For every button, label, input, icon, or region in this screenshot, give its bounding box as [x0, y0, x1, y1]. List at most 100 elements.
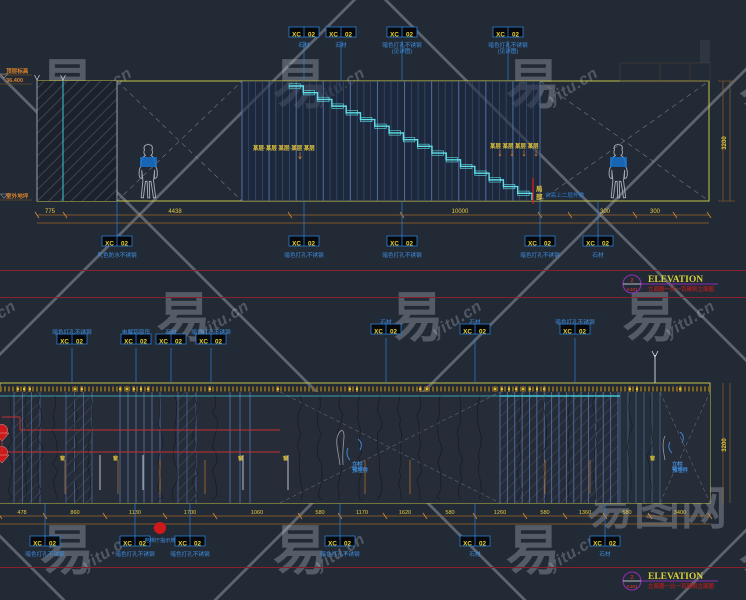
svg-text:02: 02 [344, 541, 352, 548]
svg-text:局: 局 [536, 184, 543, 193]
svg-text:(见详图): (见详图) [498, 47, 519, 55]
svg-text:(见详图): (见详图) [392, 47, 413, 55]
svg-text:窗: 窗 [60, 455, 65, 462]
svg-text:300: 300 [650, 209, 661, 215]
svg-text:580: 580 [445, 510, 454, 516]
svg-text:3200: 3200 [722, 438, 728, 452]
svg-text:XC: XC [586, 241, 595, 248]
svg-text:窗: 窗 [650, 455, 655, 462]
svg-text:775: 775 [45, 209, 56, 215]
svg-text:台高上二层外檐: 台高上二层外檐 [545, 191, 585, 199]
svg-text:580: 580 [315, 510, 324, 516]
svg-text:XC: XC [123, 541, 132, 548]
svg-text:XC: XC [328, 541, 337, 548]
svg-text:860: 860 [70, 510, 79, 516]
svg-text:02: 02 [406, 241, 414, 248]
svg-text:暗色打孔不锈钢: 暗色打孔不锈钢 [284, 251, 324, 259]
svg-text:立柱: 立柱 [352, 460, 363, 468]
svg-text:立面图一比一百建筑立面图: 立面图一比一百建筑立面图 [648, 285, 715, 293]
svg-text:02: 02 [406, 32, 414, 39]
svg-text:XC: XC [496, 32, 505, 39]
svg-text:478: 478 [17, 510, 26, 516]
svg-text:顶层标高: 顶层标高 [6, 67, 29, 75]
svg-text:立面图一比一百建筑立面图: 立面图一比一百建筑立面图 [648, 582, 715, 590]
svg-text:暗色打孔不锈钢: 暗色打孔不锈钢 [170, 550, 210, 558]
svg-text:窗: 窗 [113, 455, 118, 462]
svg-text:02: 02 [308, 241, 316, 248]
svg-text:暗色打孔不锈钢: 暗色打孔不锈钢 [191, 328, 231, 336]
svg-text:立柱: 立柱 [672, 460, 683, 468]
svg-text:石材: 石材 [335, 41, 347, 49]
svg-text:石材: 石材 [592, 251, 604, 259]
svg-text:暗色打孔不锈钢: 暗色打孔不锈钢 [555, 318, 595, 326]
svg-text:ELEVATION: ELEVATION [648, 572, 703, 582]
svg-text:02: 02 [194, 541, 202, 548]
svg-text:石材: 石材 [165, 328, 177, 336]
svg-text:室外地坪: 室外地坪 [6, 192, 29, 200]
svg-text:02: 02 [479, 541, 487, 548]
svg-text:XC: XC [292, 32, 301, 39]
svg-text:1060: 1060 [251, 510, 263, 516]
svg-text:石材: 石材 [380, 318, 392, 326]
svg-text:XC: XC [292, 241, 301, 248]
svg-text:暗色打孔不锈钢: 暗色打孔不锈钢 [382, 251, 422, 259]
svg-text:暗色打孔不锈钢: 暗色打孔不锈钢 [320, 550, 360, 558]
svg-text:XC: XC [593, 541, 602, 548]
svg-text:4438: 4438 [168, 209, 182, 215]
svg-text:36.400: 36.400 [6, 78, 23, 84]
svg-text:XC: XC [463, 329, 472, 336]
svg-text:XC: XC [33, 541, 42, 548]
svg-text:XC: XC [124, 339, 133, 346]
svg-text:XC: XC [329, 32, 338, 39]
svg-text:02: 02 [512, 32, 520, 39]
svg-text:预埋件: 预埋件 [672, 466, 689, 474]
svg-text:XC: XC [105, 241, 114, 248]
svg-text:电解铝窗帘: 电解铝窗帘 [122, 328, 150, 336]
svg-text:2: 2 [630, 278, 633, 284]
svg-text:A101: A101 [627, 584, 638, 589]
svg-text:ELEVATION: ELEVATION [648, 275, 703, 285]
svg-text:02: 02 [49, 541, 57, 548]
svg-text:XC: XC [390, 32, 399, 39]
svg-text:乳色防水不锈钢: 乳色防水不锈钢 [97, 251, 137, 259]
svg-text:580: 580 [540, 510, 549, 516]
svg-text:XC: XC [374, 329, 383, 336]
svg-text:暗色打孔不锈钢: 暗色打孔不锈钢 [25, 550, 65, 558]
svg-text:A101: A101 [627, 287, 638, 292]
svg-text:XC: XC [463, 541, 472, 548]
svg-text:预埋件: 预埋件 [352, 466, 369, 474]
svg-text:1170: 1170 [356, 510, 368, 516]
svg-text:XC: XC [390, 241, 399, 248]
svg-text:02: 02 [215, 339, 223, 346]
svg-text:02: 02 [479, 329, 487, 336]
svg-text:1360: 1360 [579, 510, 591, 516]
svg-text:300: 300 [600, 209, 611, 215]
svg-text:02: 02 [140, 339, 148, 346]
svg-text:某层 某层 某层 某层: 某层 某层 某层 某层 [490, 142, 539, 150]
svg-text:暗色打孔不锈钢: 暗色打孔不锈钢 [488, 41, 528, 49]
svg-text:3200: 3200 [722, 136, 728, 150]
svg-text:窗: 窗 [238, 455, 243, 462]
svg-text:暗色打孔不锈钢: 暗色打孔不锈钢 [520, 251, 560, 259]
svg-text:电梯厅指示牌: 电梯厅指示牌 [144, 536, 175, 544]
svg-text:02: 02 [308, 32, 316, 39]
svg-text:暗色打孔不锈钢: 暗色打孔不锈钢 [52, 328, 92, 336]
svg-text:02: 02 [175, 339, 183, 346]
svg-text:3400: 3400 [674, 510, 686, 516]
svg-text:XC: XC [178, 541, 187, 548]
svg-text:石材: 石材 [469, 550, 481, 558]
svg-text:XC: XC [159, 339, 168, 346]
svg-text:石材: 石材 [298, 41, 310, 49]
svg-text:02: 02 [345, 32, 353, 39]
svg-text:02: 02 [76, 339, 84, 346]
svg-text:某层·某层 某层·某层 某层: 某层·某层 某层·某层 某层 [253, 144, 315, 152]
svg-text:02: 02 [121, 241, 129, 248]
svg-text:1620: 1620 [399, 510, 411, 516]
svg-text:02: 02 [579, 329, 587, 336]
svg-text:部: 部 [536, 192, 543, 201]
svg-text:XC: XC [60, 339, 69, 346]
svg-text:02: 02 [609, 541, 617, 548]
svg-text:石材: 石材 [469, 318, 481, 326]
svg-text:窗: 窗 [283, 455, 288, 462]
svg-text:02: 02 [602, 241, 610, 248]
